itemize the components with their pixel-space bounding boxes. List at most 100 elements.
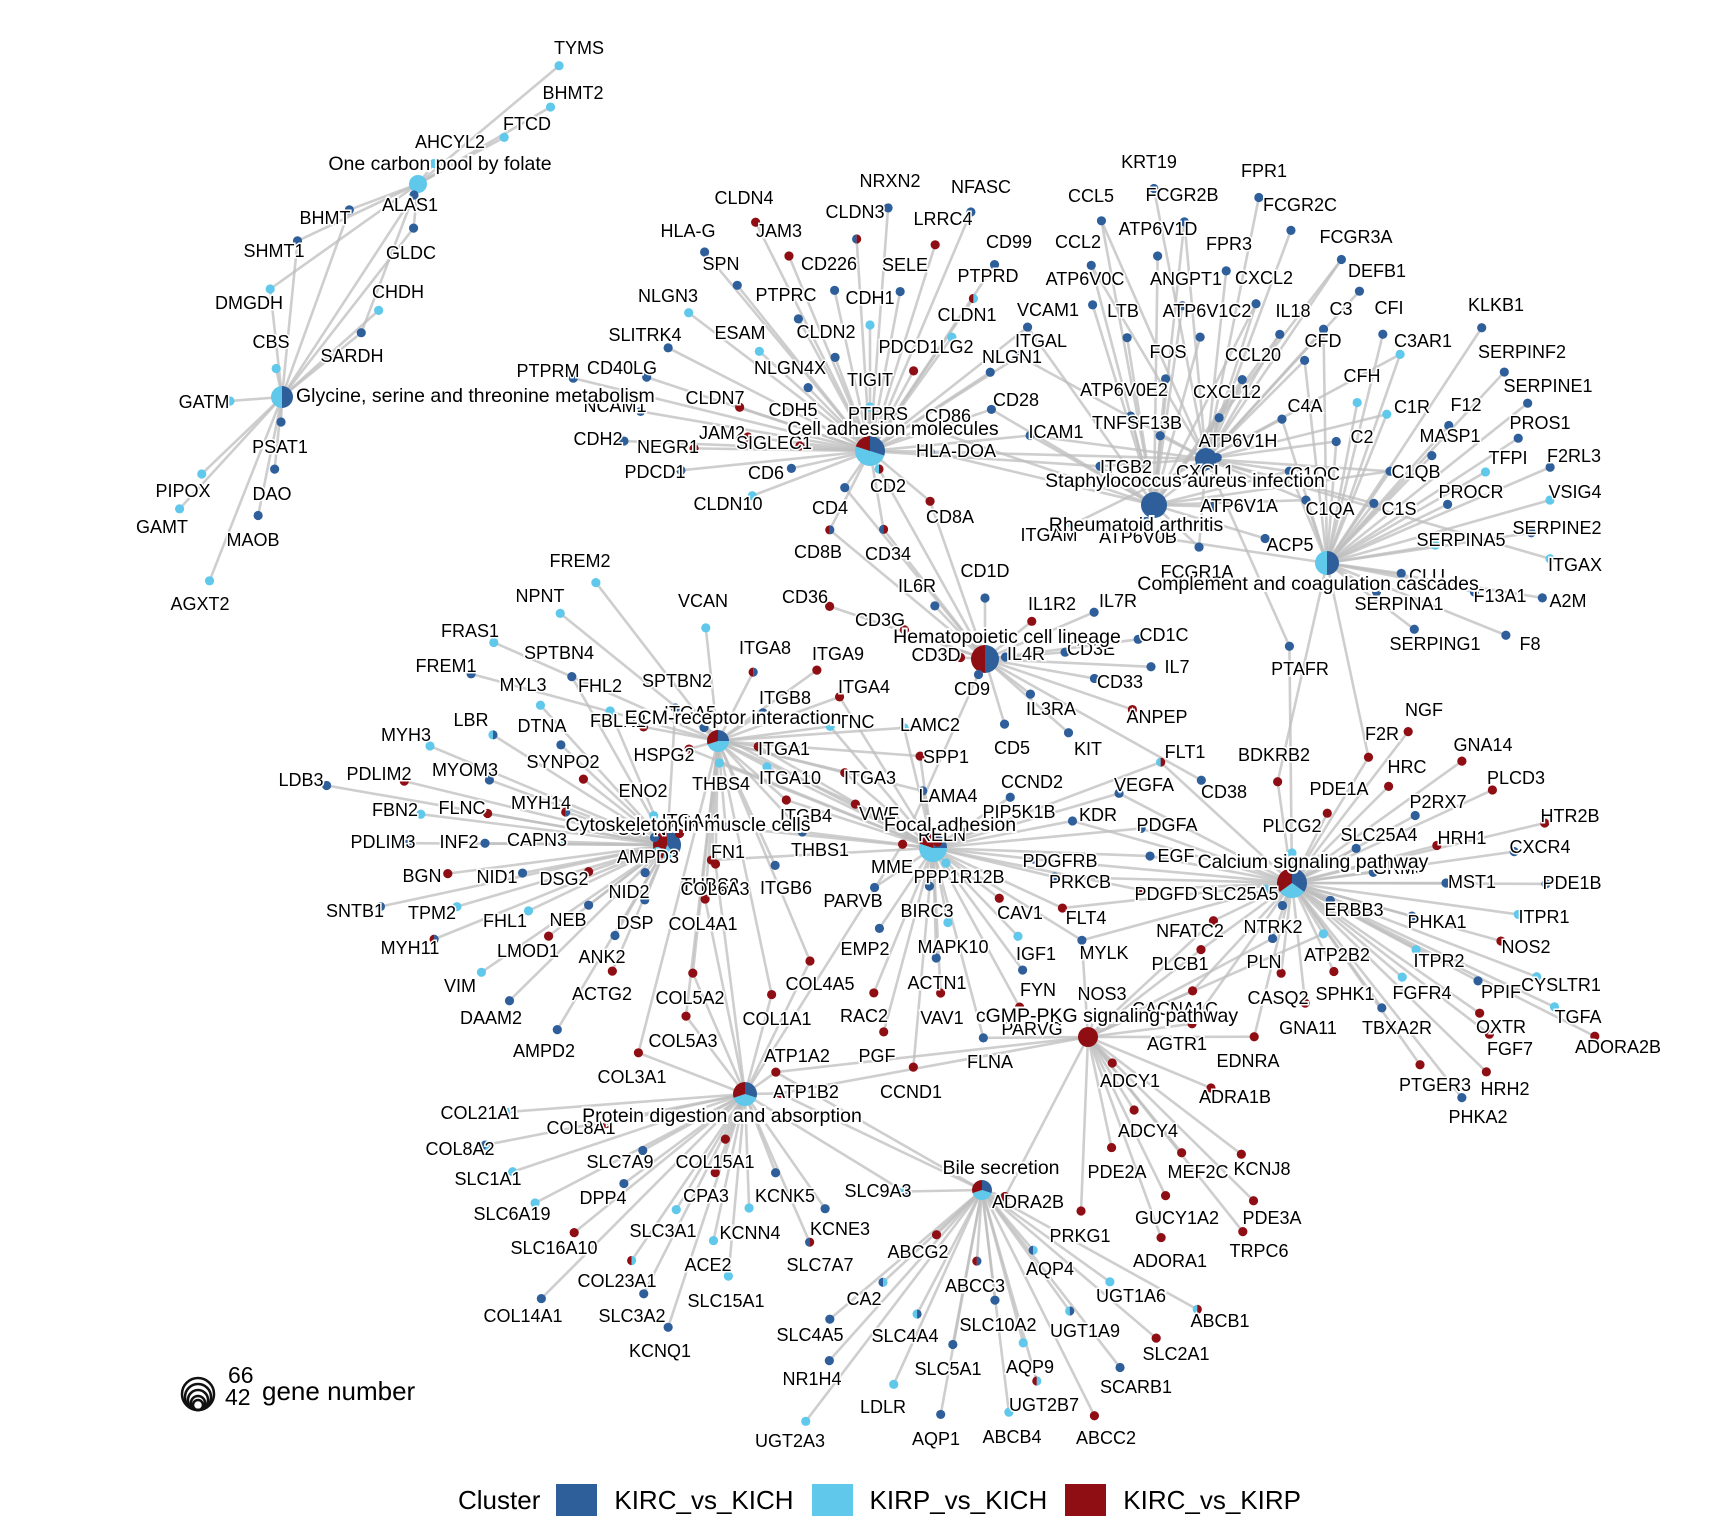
gene-ICAM1	[1025, 430, 1035, 441]
gene-GUCY1A2	[1160, 1191, 1171, 1201]
gene-label: FN1	[711, 842, 745, 862]
gene-node	[1443, 499, 1453, 509]
gene-CFD	[1300, 355, 1310, 365]
gene-PHKA1	[1407, 911, 1417, 921]
edge	[485, 1092, 746, 1147]
gene-node	[1179, 217, 1189, 227]
gene-node	[1089, 673, 1100, 684]
gene-ADORA1	[1156, 1232, 1166, 1243]
gene-node	[701, 623, 711, 633]
gene-label: DSP	[616, 913, 653, 933]
gene-label: C2	[1350, 427, 1373, 447]
gene-label: ANGPT1	[1150, 269, 1222, 289]
gene-SLC7A7	[805, 1237, 815, 1247]
gene-label: A2M	[1549, 591, 1586, 611]
gene-node	[508, 1167, 518, 1177]
gene-node	[1378, 329, 1388, 339]
edge	[408, 841, 668, 847]
gene-label: SSPN	[617, 819, 666, 839]
gene-NFATC2	[1208, 916, 1219, 926]
gene-GATM	[225, 396, 235, 406]
gene-node	[1236, 1149, 1246, 1159]
gene-label: SLC4A5	[776, 1325, 843, 1345]
pathway-node-slice	[282, 386, 293, 408]
gene-NOS3	[1090, 1011, 1100, 1021]
gene-node	[948, 1339, 958, 1350]
gene-node	[1481, 1067, 1491, 1077]
gene-KCNE3	[820, 1204, 830, 1214]
gene-ITGA11	[674, 828, 685, 839]
gene-label: FHL2	[578, 676, 622, 696]
gene-CASQ2	[1276, 968, 1286, 978]
gene-COL14A1	[536, 1293, 546, 1304]
edge	[1205, 457, 1551, 561]
gene-label: TYMS	[554, 38, 604, 58]
gene-node	[784, 251, 794, 261]
gene-label: AMPD3	[617, 847, 679, 867]
gene-F2RL3	[1545, 462, 1555, 472]
gene-label: FLT4	[1066, 908, 1107, 928]
gene-node	[638, 1145, 648, 1156]
pathway-node-slice	[1276, 868, 1292, 892]
gene-C1QB	[1385, 466, 1395, 476]
gene-UGT2A3	[801, 1416, 811, 1426]
gene-label: SPTBN4	[524, 643, 594, 663]
edge	[779, 1035, 1089, 1095]
gene-label: MEF2C	[1167, 1162, 1228, 1182]
gene-VAV1	[936, 988, 946, 998]
legend-item-kirc-vs-kirp: KIRC_vs_KIRP	[1065, 1484, 1301, 1516]
gene-node-half	[501, 1107, 506, 1117]
gene-label: SLC2A1	[1142, 1344, 1209, 1364]
edge	[1205, 457, 1391, 473]
gene-NFASC	[966, 207, 976, 217]
gene-label: PLCG2	[1262, 816, 1321, 836]
gene-MYOM3	[484, 775, 495, 785]
gene-node-half	[1036, 1376, 1042, 1386]
gene-label: VCAM1	[1017, 300, 1079, 320]
gene-label: AGTR1	[1147, 1034, 1207, 1054]
gene-NEGR1	[689, 443, 699, 453]
gene-label: CD3D	[911, 645, 960, 665]
gene-label: SERPINE1	[1503, 376, 1592, 396]
edge	[932, 827, 1142, 850]
gene-label: FPR1	[1241, 161, 1287, 181]
gene-node	[1135, 885, 1146, 895]
gene-label: SLC3A1	[629, 1221, 696, 1241]
edge	[717, 739, 856, 806]
pathway-node	[1141, 492, 1167, 518]
edge	[1205, 440, 1337, 461]
gene-DEFB1	[1354, 286, 1365, 296]
gene-node	[1151, 1333, 1161, 1343]
gene-label: PDGFD	[1135, 884, 1198, 904]
gene-PDCD1	[676, 465, 686, 475]
gene-node	[829, 285, 840, 295]
edge	[573, 1092, 746, 1234]
gene-PROCR	[1443, 499, 1453, 509]
gene-label: FYN	[1020, 980, 1056, 1000]
gene-SERPINA1	[1371, 587, 1382, 597]
gene-node	[292, 236, 303, 246]
edge	[868, 207, 890, 452]
gene-NGF	[1403, 727, 1413, 737]
edge	[1325, 562, 1370, 758]
gene-MST1	[1441, 878, 1451, 888]
gene-node	[1329, 966, 1339, 977]
gene-label: PTGER3	[1399, 1075, 1471, 1095]
gene-node	[1194, 542, 1204, 552]
gene-node	[908, 1062, 918, 1072]
gene-label: ATP1B2	[773, 1082, 839, 1102]
gene-label: PSAT1	[252, 437, 308, 457]
gene-node-half	[434, 934, 439, 944]
gene-label: DSG2	[539, 869, 588, 889]
edge	[1291, 760, 1463, 885]
gene-label: PROCR	[1438, 482, 1503, 502]
gene-label: ATP6V1H	[1199, 431, 1278, 451]
edge	[1291, 788, 1493, 885]
pathway-node-slice	[919, 843, 947, 863]
gene-node	[671, 1205, 681, 1215]
gene-node	[1469, 587, 1480, 597]
pathway-label-cal: Calcium signaling pathway	[1198, 851, 1429, 873]
edge	[470, 672, 719, 743]
gene-COL21A1	[501, 1107, 511, 1117]
gene-ADORA2B	[1590, 1031, 1600, 1041]
